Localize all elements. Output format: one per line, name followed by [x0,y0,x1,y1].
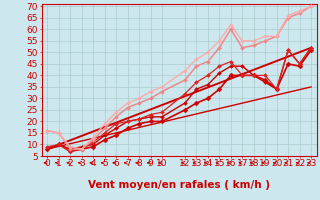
X-axis label: Vent moyen/en rafales ( km/h ): Vent moyen/en rafales ( km/h ) [88,180,270,190]
